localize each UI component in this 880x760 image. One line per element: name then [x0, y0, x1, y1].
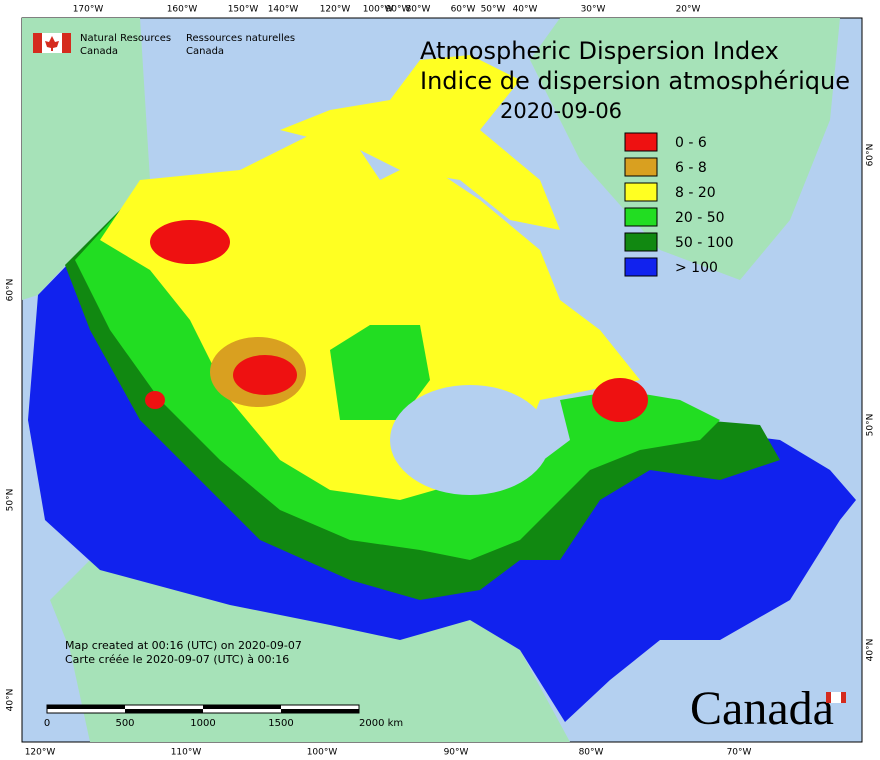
graticule-label: 150°W: [228, 5, 259, 15]
flag-band: [62, 33, 71, 53]
flag-band: [33, 33, 42, 53]
zone-green: [75, 200, 720, 560]
graticule-label: 60°W: [451, 5, 476, 15]
logo-text: Canada: [80, 46, 118, 57]
canada-wordmark: Canada: [690, 682, 834, 735]
graticule-label: 90°W: [444, 748, 469, 758]
note: Carte créée le 2020-09-07 (UTC) à 00:16: [65, 653, 289, 666]
graticule-label: 90°W: [386, 5, 411, 15]
graticule-label: 60°N: [866, 144, 876, 167]
alaska: [22, 18, 150, 300]
legend-swatch: [624, 132, 658, 152]
scale-bar-label: 1500: [268, 718, 293, 729]
zone-red-small: [145, 391, 165, 409]
legend-label: 20 - 50: [675, 210, 725, 226]
zone-red: [233, 355, 297, 395]
legend-label: 0 - 6: [675, 135, 707, 151]
zone-blue: [28, 200, 856, 722]
zone-red-labrador: [592, 378, 648, 422]
legend-label: 50 - 100: [675, 235, 734, 251]
hudson-bay: [390, 385, 550, 495]
graticule-label: 100°W: [363, 5, 394, 15]
graticule-label: 100°W: [307, 748, 338, 758]
title: Atmospheric Dispersion Index: [420, 37, 779, 65]
logo-text: Ressources naturelles: [186, 33, 295, 44]
logo-text: Natural Resources: [80, 33, 171, 44]
subtitle: Indice de dispersion atmosphérique: [420, 67, 850, 95]
note: Map created at 00:16 (UTC) on 2020-09-07: [65, 639, 302, 652]
scale-bar-segment: [125, 709, 203, 713]
maple-leaf: [45, 36, 59, 51]
scale-bar-segment: [281, 709, 359, 713]
scale-bar-label: 2000 km: [359, 718, 403, 729]
graticule-label: 80°W: [579, 748, 604, 758]
zone-green-hudson: [330, 325, 430, 420]
scale-bar-segment: [203, 705, 281, 709]
nrcan-logo: Natural Resources Canada Ressources natu…: [33, 33, 295, 57]
graticule-label: 120°W: [25, 748, 56, 758]
graticule-label: 70°W: [727, 748, 752, 758]
graticule-label: 40°N: [6, 689, 16, 712]
zone-red-north: [150, 220, 230, 264]
neighbouring-land: [22, 18, 840, 742]
wordmark: Canada: [690, 682, 846, 735]
scale-bar-label: 1000: [190, 718, 215, 729]
logo-text: Canada: [186, 46, 224, 57]
legend-swatch: [624, 257, 658, 277]
graticule-label: 50°N: [6, 489, 16, 512]
graticule-label: 40°W: [513, 5, 538, 15]
legend-label: > 100: [675, 260, 718, 276]
legend-swatch: [624, 182, 658, 202]
graticule-label: 160°W: [167, 5, 198, 15]
scale-bar-segment: [47, 705, 125, 709]
graticule-label: 40°N: [866, 639, 876, 662]
legend-label: 8 - 20: [675, 185, 716, 201]
graticule-label: 30°W: [581, 5, 606, 15]
index-zones: [28, 55, 856, 722]
wordmark-flag-centre: [831, 692, 841, 703]
graticule-label: 170°W: [73, 5, 104, 15]
legend-label: 6 - 8: [675, 160, 707, 176]
graticule-label: 50°N: [866, 414, 876, 437]
scale-bar-label: 500: [115, 718, 134, 729]
legend-swatch: [624, 207, 658, 227]
graticule-label: 110°W: [171, 748, 202, 758]
graticule-label: 50°W: [481, 5, 506, 15]
greenland: [530, 18, 840, 280]
united-states: [50, 560, 570, 742]
graticule-label: 140°W: [268, 5, 299, 15]
graticule-label: 60°N: [6, 279, 16, 302]
date: 2020-09-06: [500, 99, 622, 123]
graticule-label: 20°W: [676, 5, 701, 15]
scale-bar-label: 0: [44, 718, 50, 729]
legend-swatch: [624, 157, 658, 177]
arctic-islands: [280, 55, 560, 230]
graticule-label: 80°W: [406, 5, 431, 15]
legend-swatch: [624, 232, 658, 252]
graticule-label: 120°W: [320, 5, 351, 15]
zone-dark-green: [65, 200, 780, 600]
